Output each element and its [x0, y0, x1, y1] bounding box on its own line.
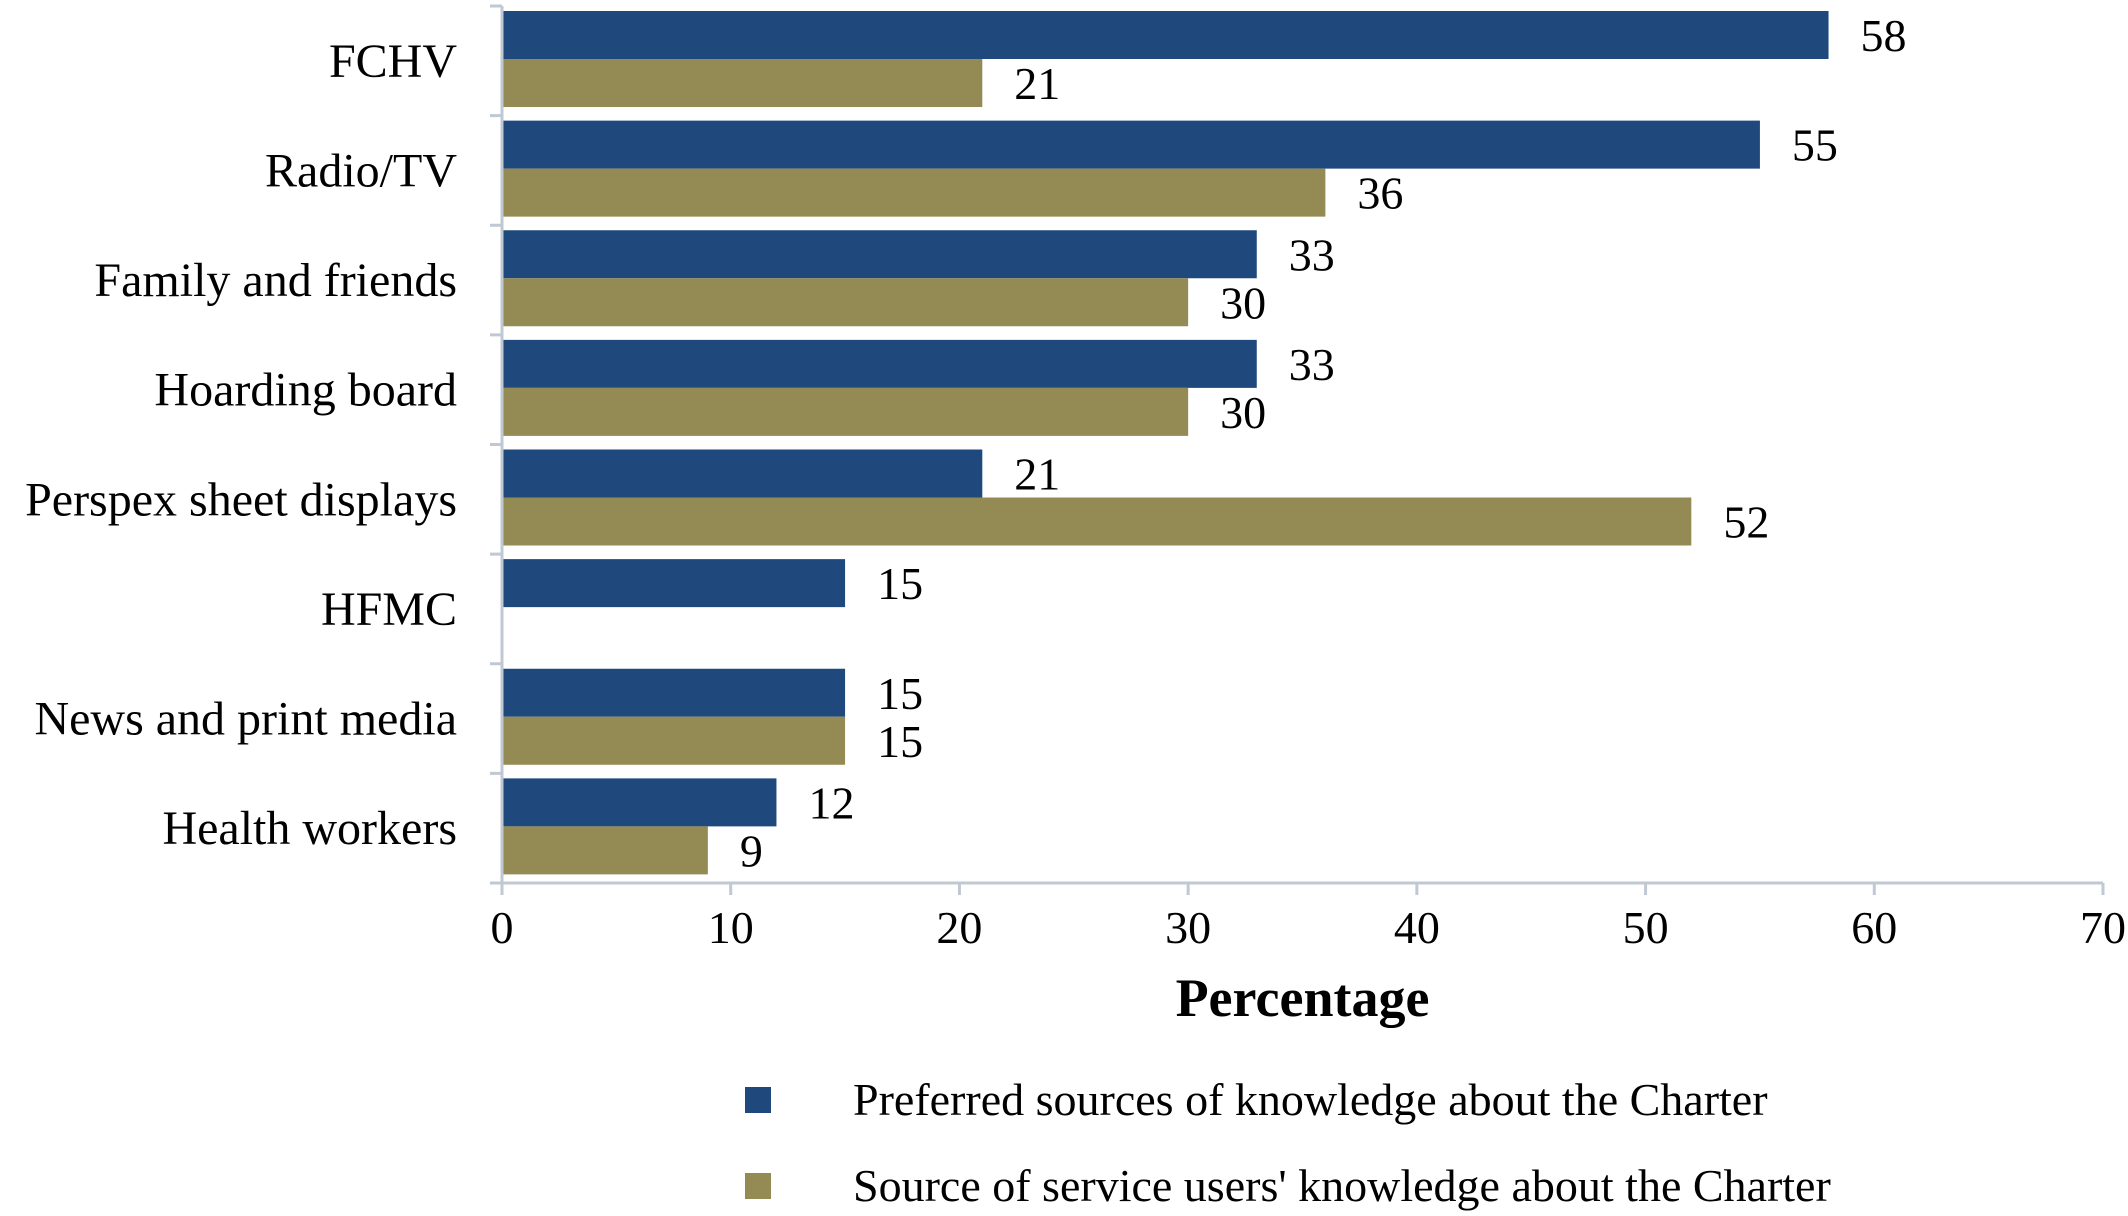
bar-actual-source: [502, 716, 846, 765]
data-label: 9: [740, 825, 763, 876]
data-label: 30: [1220, 387, 1266, 438]
category-label: Family and friends: [94, 254, 457, 307]
legend-swatch: [745, 1173, 771, 1199]
category-label: Perspex sheet displays: [25, 473, 457, 526]
bar-preferred-source: [502, 668, 846, 717]
x-axis-title: Percentage: [1176, 968, 1430, 1028]
legend-item: Preferred sources of knowledge about the…: [745, 1074, 1768, 1125]
legend: Preferred sources of knowledge about the…: [745, 1074, 1831, 1211]
data-label: 52: [1723, 497, 1769, 548]
data-label: 15: [877, 716, 923, 767]
category-label: HFMC: [321, 583, 457, 636]
data-label: 33: [1289, 339, 1335, 390]
data-label: 30: [1220, 277, 1266, 328]
category-label: FCHV: [329, 35, 457, 88]
bar-actual-source: [502, 278, 1189, 327]
category-label: News and print media: [34, 693, 457, 746]
bar-actual-source: [502, 497, 1692, 546]
ticks-group: 0 10 20 30 40 50 60 70: [490, 4, 2126, 953]
x-tick-label: 70: [2080, 902, 2126, 953]
data-label: 58: [1861, 10, 1907, 61]
category-labels-group: FCHV Radio/TV Family and friends Hoarding b…: [25, 35, 457, 855]
category-label: Health workers: [162, 802, 457, 855]
data-label: 33: [1289, 229, 1335, 280]
x-tick-label: 60: [1851, 902, 1897, 953]
bar-preferred-source: [502, 339, 1257, 388]
bar-preferred-source: [502, 778, 777, 827]
category-label: Radio/TV: [265, 144, 457, 197]
data-label: 21: [1014, 449, 1060, 500]
category-label: Hoarding board: [154, 364, 457, 417]
bar-preferred-source: [502, 559, 846, 608]
bars-group: [502, 11, 1829, 875]
legend-swatch: [745, 1087, 771, 1113]
data-label: 15: [877, 668, 923, 719]
x-tick-label: 40: [1394, 902, 1440, 953]
bar-actual-source: [502, 59, 983, 107]
bar-preferred-source: [502, 230, 1257, 279]
x-tick-label: 10: [708, 902, 754, 953]
bar-preferred-source: [502, 449, 983, 498]
bar-preferred-source: [502, 11, 1829, 59]
x-tick-label: 30: [1165, 902, 1211, 953]
data-label: 36: [1357, 168, 1403, 219]
data-label: 12: [808, 777, 854, 828]
x-tick-label: 50: [1623, 902, 1669, 953]
bar-actual-source: [502, 387, 1189, 436]
data-label: 15: [877, 558, 923, 609]
x-tick-label: 20: [936, 902, 982, 953]
legend-label: Preferred sources of knowledge about the…: [853, 1074, 1768, 1125]
bar-actual-source: [502, 826, 708, 875]
data-label: 21: [1014, 58, 1060, 109]
legend-item: Source of service users' knowledge about…: [745, 1160, 1831, 1211]
x-tick-label: 0: [491, 902, 514, 953]
bar-actual-source: [502, 168, 1326, 217]
legend-label: Source of service users' knowledge about…: [853, 1160, 1831, 1211]
data-label: 55: [1792, 120, 1838, 171]
bar-preferred-source: [502, 120, 1760, 169]
